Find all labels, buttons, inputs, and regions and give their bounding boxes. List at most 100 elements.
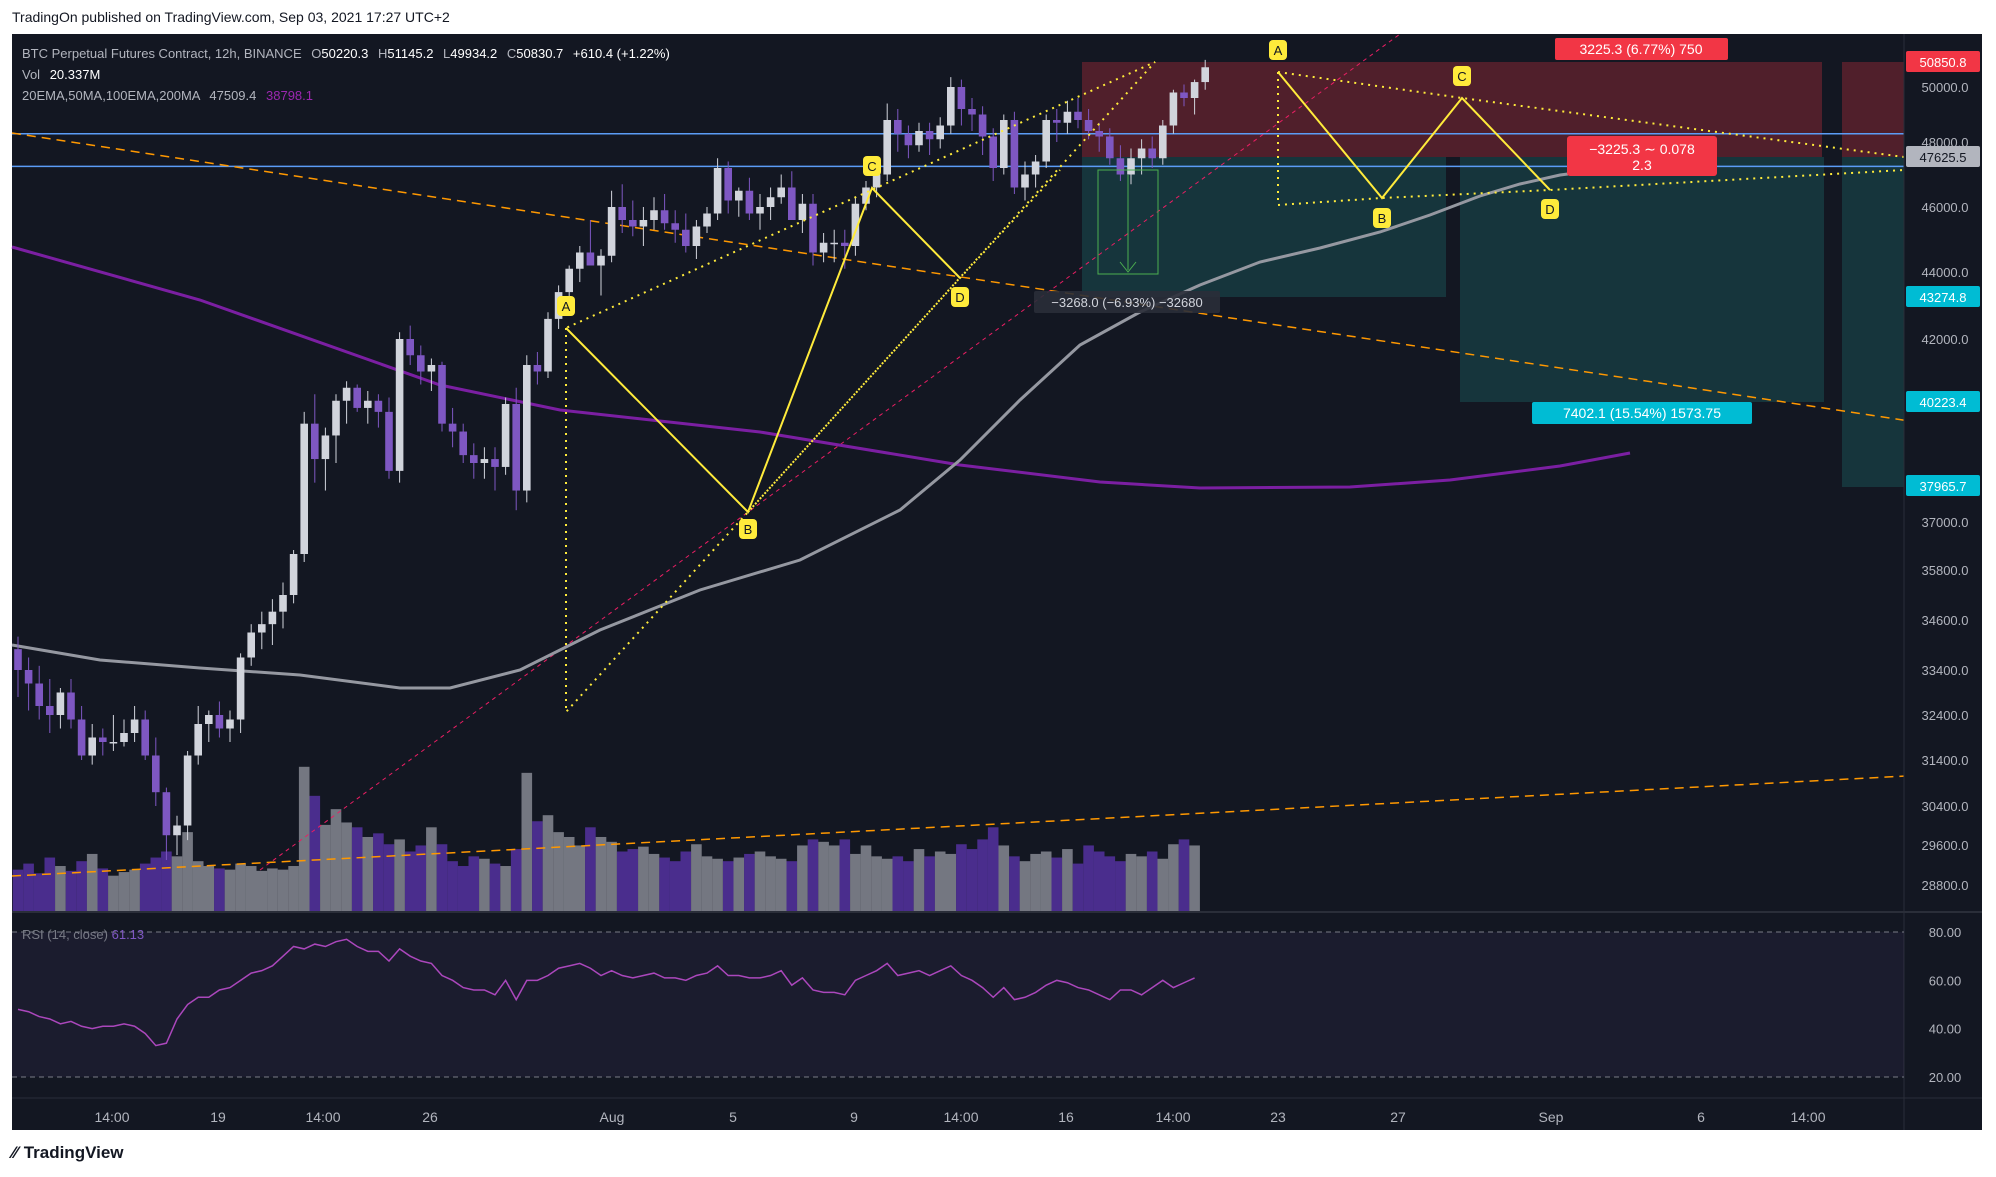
candle-body[interactable] (925, 131, 934, 140)
candle-body[interactable] (470, 455, 478, 463)
candle-body[interactable] (862, 187, 870, 204)
pattern2-point-a[interactable]: A (1269, 40, 1287, 60)
candle-body[interactable] (565, 268, 573, 293)
candle-body[interactable] (798, 203, 807, 220)
candle-body[interactable] (957, 87, 966, 109)
candle-body[interactable] (607, 207, 616, 256)
candle-body[interactable] (56, 692, 65, 716)
candle-body[interactable] (671, 223, 679, 230)
candle-body[interactable] (819, 242, 828, 253)
candle-body[interactable] (321, 435, 330, 460)
candle-body[interactable] (1010, 120, 1019, 188)
candle-body[interactable] (258, 624, 266, 633)
candle-body[interactable] (1000, 120, 1008, 168)
candle-body[interactable] (724, 168, 732, 201)
candle-body[interactable] (809, 203, 817, 253)
candle-body[interactable] (936, 125, 944, 140)
candle-body[interactable] (586, 252, 595, 266)
measure-tool[interactable] (1097, 169, 1159, 275)
candle-body[interactable] (311, 423, 319, 460)
candle-body[interactable] (247, 632, 255, 658)
candle-body[interactable] (851, 203, 860, 246)
candle-body[interactable] (162, 792, 171, 836)
candle-body[interactable] (978, 114, 987, 137)
candle-body[interactable] (915, 131, 923, 146)
candle-body[interactable] (480, 459, 489, 463)
candle-body[interactable] (1137, 148, 1146, 159)
candle-body[interactable] (1053, 120, 1061, 123)
candle-body[interactable] (120, 733, 128, 742)
pattern2-point-c[interactable]: C (1453, 66, 1471, 86)
candle-body[interactable] (215, 715, 224, 729)
candle-body[interactable] (1148, 148, 1156, 159)
candle-body[interactable] (1084, 120, 1093, 131)
pattern2-point-d[interactable]: D (1541, 199, 1559, 219)
candle-body[interactable] (650, 210, 658, 220)
pattern2-point-b[interactable]: B (1373, 208, 1391, 228)
candle-body[interactable] (618, 207, 626, 220)
candle-body[interactable] (236, 657, 245, 720)
candle-body[interactable] (342, 387, 351, 401)
candle-body[interactable] (1021, 174, 1029, 188)
pattern1-point-a[interactable]: A (557, 296, 575, 316)
candle-body[interactable] (1159, 125, 1167, 159)
candle-body[interactable] (109, 742, 118, 744)
candle-body[interactable] (1180, 92, 1188, 99)
pattern1-point-c[interactable]: C (863, 156, 881, 176)
candle-body[interactable] (205, 715, 213, 724)
candle-body[interactable] (766, 197, 775, 207)
pattern1-point-d[interactable]: D (951, 287, 969, 307)
candle-body[interactable] (417, 355, 425, 372)
candle-body[interactable] (1169, 92, 1178, 126)
candle-body[interactable] (830, 242, 838, 245)
diagonal-dashed-line[interactable] (259, 33, 1401, 871)
candle-body[interactable] (289, 554, 298, 595)
candle-body[interactable] (512, 404, 520, 491)
candle-body[interactable] (99, 737, 107, 743)
candle-body[interactable] (1106, 136, 1114, 159)
harmonic-patterns[interactable]: A B C D A B C D (557, 40, 1905, 715)
candle-body[interactable] (788, 187, 796, 221)
candle-body[interactable] (947, 87, 955, 126)
price-axis-panel[interactable] (1904, 34, 1982, 1130)
candle-body[interactable] (544, 318, 552, 372)
candle-body[interactable] (1190, 82, 1199, 98)
candle-body[interactable] (77, 719, 86, 756)
candle-body[interactable] (385, 411, 393, 471)
candle-body[interactable] (883, 120, 891, 175)
candle-body[interactable] (841, 242, 849, 246)
candle-body[interactable] (1201, 67, 1209, 83)
candle-body[interactable] (395, 339, 404, 471)
candle-body[interactable] (14, 649, 22, 670)
candle-body[interactable] (872, 174, 881, 188)
pattern1-legs[interactable] (565, 186, 961, 514)
candle-body[interactable] (226, 719, 234, 729)
candle-body[interactable] (692, 226, 701, 247)
candle-body[interactable] (427, 365, 436, 372)
ma-50-line[interactable] (11, 163, 1631, 690)
candle-body[interactable] (364, 400, 372, 408)
candle-body[interactable] (438, 365, 446, 424)
candle-body[interactable] (353, 387, 361, 408)
candle-body[interactable] (1095, 131, 1103, 137)
candle-body[interactable] (268, 611, 277, 625)
candle-body[interactable] (194, 724, 202, 756)
candle-body[interactable] (777, 187, 785, 198)
trendline-up[interactable] (11, 771, 1983, 877)
candle-body[interactable] (735, 190, 743, 201)
candle-body[interactable] (894, 120, 902, 134)
candle-body[interactable] (46, 706, 54, 715)
candle-body[interactable] (130, 719, 139, 734)
candle-body[interactable] (629, 220, 637, 227)
candle-body[interactable] (904, 133, 913, 146)
candle-body[interactable] (1063, 111, 1072, 123)
candle-body[interactable] (67, 692, 75, 720)
candle-body[interactable] (448, 423, 457, 432)
candle-body[interactable] (1074, 111, 1082, 120)
candle-body[interactable] (141, 719, 149, 756)
candle-body[interactable] (597, 255, 605, 266)
candle-body[interactable] (183, 755, 192, 826)
candle-body[interactable] (682, 229, 690, 246)
candle-body[interactable] (35, 683, 43, 707)
